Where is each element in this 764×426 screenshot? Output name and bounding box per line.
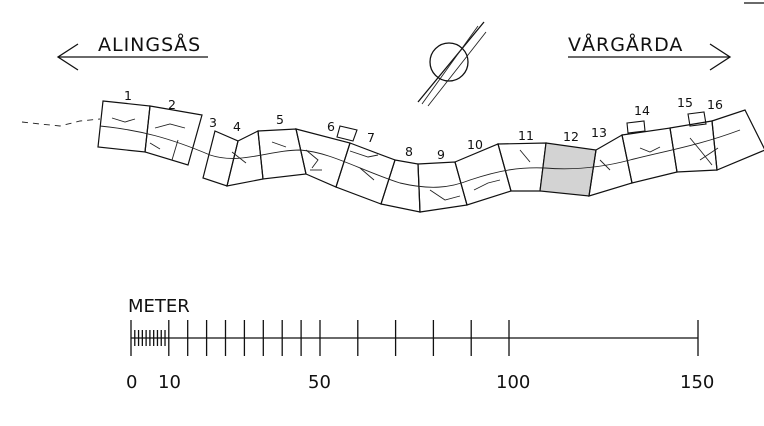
section-label-16: 16 (707, 97, 723, 112)
crack-mark (305, 149, 319, 169)
arrow-right-icon (568, 43, 732, 71)
crack-mark (149, 142, 161, 150)
crack-mark (519, 149, 531, 163)
tunnel-section-12 (539, 142, 597, 197)
direction-right: VÅRGÅRDA (568, 33, 732, 71)
section-label-11: 11 (518, 128, 534, 143)
approach-dashed-line (21, 118, 101, 127)
crack-mark (599, 159, 611, 171)
section-label-15: 15 (677, 95, 693, 110)
crack-mark (639, 146, 661, 153)
tunnel-section-15 (669, 120, 718, 173)
scale-label-100: 100 (496, 372, 530, 393)
section-label-9: 9 (437, 147, 445, 162)
scale-ticks (130, 320, 699, 356)
tunnel-section-10 (454, 143, 512, 206)
tunnel-sections (97, 100, 764, 213)
scale-label-10: 10 (158, 372, 181, 393)
compass-icon (417, 21, 487, 107)
crack-mark (699, 147, 719, 161)
scale-label-50: 50 (308, 372, 331, 393)
section-label-7: 7 (367, 130, 375, 145)
tunnel-section-13 (588, 134, 633, 197)
crack-mark (349, 150, 379, 158)
tunnel-section-16 (711, 109, 764, 171)
scale-label-150: 150 (680, 372, 714, 393)
direction-left: ALINGSÅS (56, 33, 208, 71)
section-label-14: 14 (634, 103, 650, 118)
tunnel-section-7 (335, 142, 396, 205)
section-label-10: 10 (467, 137, 483, 152)
section-label-6: 6 (327, 119, 335, 134)
section-label-8: 8 (405, 144, 413, 159)
scale-unit-label: METER (128, 296, 190, 317)
scale-label-0: 0 (126, 372, 137, 393)
crack-mark (359, 167, 375, 181)
crack-mark (154, 123, 186, 129)
arrow-left-icon (56, 43, 208, 71)
scale-bar: METER 0 10 50 100 150 (126, 296, 714, 393)
crack-mark (473, 179, 501, 191)
direction-left-label: ALINGSÅS (98, 33, 201, 56)
section-labels: 1 2 3 4 5 6 7 8 9 10 11 12 13 14 15 16 (124, 88, 723, 162)
section-label-5: 5 (276, 112, 284, 127)
tunnel-section-2 (144, 105, 203, 166)
section-label-3: 3 (209, 115, 217, 130)
marker-box (336, 125, 358, 142)
marker-box (626, 120, 646, 134)
marker-box (687, 111, 707, 127)
crack-mark (271, 141, 287, 148)
crack-mark (111, 117, 136, 123)
direction-right-label: VÅRGÅRDA (568, 33, 683, 56)
tunnel-section-11 (497, 142, 547, 192)
crack-mark (171, 139, 179, 161)
section-label-2: 2 (168, 97, 176, 112)
crack-mark (689, 137, 713, 166)
section-label-13: 13 (591, 125, 607, 140)
section-label-4: 4 (233, 119, 241, 134)
section-label-12: 12 (563, 129, 579, 144)
section-label-1: 1 (124, 88, 132, 103)
crack-mark (429, 189, 461, 201)
tunnel-centerline (99, 125, 741, 188)
crack-mark (231, 151, 247, 164)
